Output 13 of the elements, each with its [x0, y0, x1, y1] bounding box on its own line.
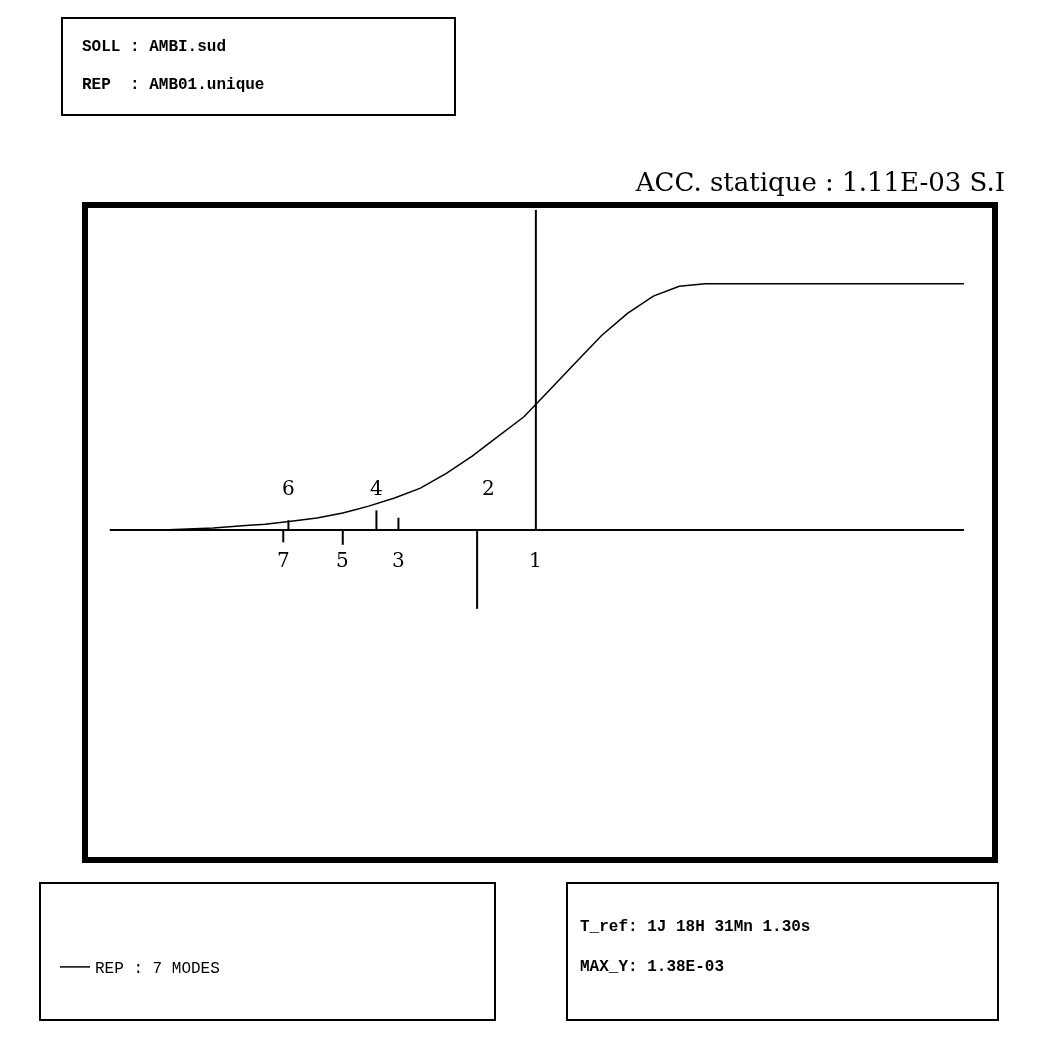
text: SOLL : AMBI.sud [82, 38, 227, 56]
text: 3 [392, 548, 405, 572]
annotation: 6 [282, 476, 295, 500]
text: REP : AMB01.unique [82, 76, 265, 94]
text: 5 [336, 548, 349, 572]
text: 1 [529, 548, 542, 572]
annotation: 4 [370, 476, 383, 500]
text: 7 [277, 548, 290, 572]
text: T_ref: 1J 18H 31Mn 1.30s [580, 918, 811, 936]
annotation: 2 [482, 476, 495, 500]
chart-title: ACC. statique : 1.11E-03 S.I [634, 167, 1005, 198]
legend-label: REP : 7 MODES [95, 960, 220, 979]
text: MAX_Y: 1.38E-03 [580, 958, 725, 976]
